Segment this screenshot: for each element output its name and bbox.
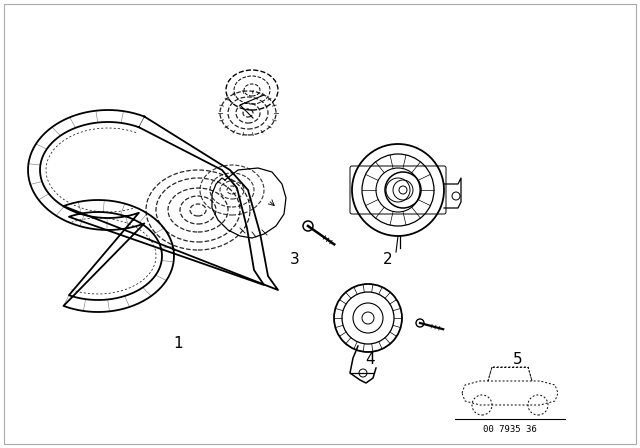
Text: 2: 2: [383, 253, 393, 267]
Circle shape: [303, 221, 313, 231]
Text: 4: 4: [365, 353, 375, 367]
Text: 3: 3: [290, 253, 300, 267]
Circle shape: [416, 319, 424, 327]
Text: 00 7935 36: 00 7935 36: [483, 425, 537, 434]
Text: 5: 5: [513, 353, 523, 367]
Text: 1: 1: [173, 336, 183, 350]
